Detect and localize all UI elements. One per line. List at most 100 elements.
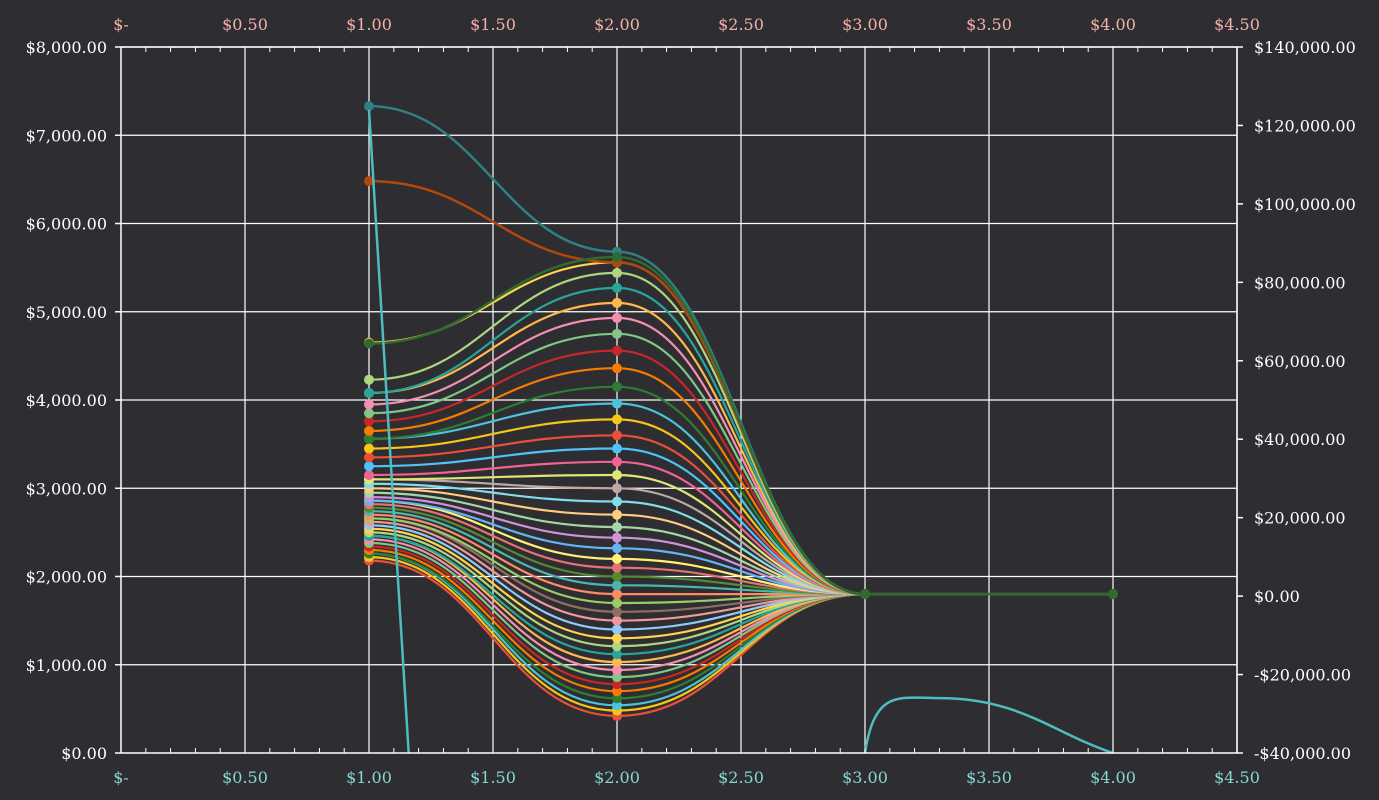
bottom-x-tick-label: $4.50 bbox=[1214, 768, 1260, 787]
top-x-tick-label: $3.50 bbox=[966, 15, 1012, 34]
bottom-x-tick-label: $1.00 bbox=[346, 768, 392, 787]
right-y-tick-label: $0.00 bbox=[1254, 587, 1300, 606]
fan-series-peak-point bbox=[612, 589, 622, 600]
right-y-tick-label: $40,000.00 bbox=[1254, 430, 1346, 449]
fan-series-start-point bbox=[364, 443, 374, 454]
left-y-tick-label: $3,000.00 bbox=[26, 479, 107, 498]
fan-series-peak-point bbox=[612, 571, 622, 582]
fan-series-peak-point bbox=[612, 672, 622, 683]
left-y-tick-label: $6,000.00 bbox=[26, 215, 107, 234]
fan-series-peak-point bbox=[612, 624, 622, 635]
top-x-tick-label: $- bbox=[113, 15, 129, 34]
fan-series-peak-point bbox=[612, 615, 622, 626]
fan-series-peak-point bbox=[612, 496, 622, 507]
left-y-tick-label: $0.00 bbox=[61, 744, 107, 763]
fan-series-peak-point bbox=[612, 470, 622, 481]
fan-series-peak-point bbox=[612, 553, 622, 564]
right-y-tick-label: $120,000.00 bbox=[1254, 116, 1356, 135]
highlight-series-point bbox=[860, 589, 870, 600]
top-x-tick-label: $4.50 bbox=[1214, 15, 1260, 34]
top-x-tick-label: $2.50 bbox=[718, 15, 764, 34]
fan-series-peak-point bbox=[612, 381, 622, 392]
highlight-series-point bbox=[612, 252, 622, 263]
fan-series-peak-point bbox=[612, 328, 622, 339]
left-y-tick-label: $1,000.00 bbox=[26, 656, 107, 675]
fan-series-start-point bbox=[364, 470, 374, 481]
fan-series-peak-point bbox=[612, 398, 622, 409]
left-y-tick-label: $7,000.00 bbox=[26, 126, 107, 145]
fan-series-peak-point bbox=[612, 345, 622, 356]
bottom-x-tick-label: $0.50 bbox=[222, 768, 268, 787]
highlight-series-line bbox=[368, 255, 1113, 596]
fan-series-peak-point bbox=[612, 483, 622, 494]
fan-series-peak-point bbox=[612, 456, 622, 467]
fan-series-peak-point bbox=[612, 597, 622, 608]
fan-series-peak-point bbox=[612, 414, 622, 425]
right-y-tick-label: $100,000.00 bbox=[1254, 195, 1356, 214]
fan-series-start-point bbox=[364, 433, 374, 444]
fan-series-start-point bbox=[364, 425, 374, 436]
fan-series-start-point bbox=[364, 374, 374, 385]
right-y-tick-label: -$20,000.00 bbox=[1254, 666, 1351, 685]
fan-series-peak-point bbox=[612, 443, 622, 454]
bottom-x-tick-label: $3.00 bbox=[842, 768, 888, 787]
top-x-tick-label: $3.00 bbox=[842, 15, 888, 34]
fan-series-peak-point bbox=[612, 700, 622, 711]
top-x-tick-label: $0.50 bbox=[222, 15, 268, 34]
bottom-x-tick-label: $4.00 bbox=[1090, 768, 1136, 787]
fan-series-start-point bbox=[364, 452, 374, 463]
fan-series-peak-point bbox=[612, 532, 622, 543]
left-y-tick-label: $4,000.00 bbox=[26, 391, 107, 410]
fan-series-peak-point bbox=[612, 679, 622, 690]
left-y-tick-label: $2,000.00 bbox=[26, 568, 107, 587]
fan-series-peak-point bbox=[612, 522, 622, 533]
right-y-tick-label: $60,000.00 bbox=[1254, 352, 1346, 371]
highlight-series-point bbox=[364, 101, 374, 112]
fan-series-peak-point bbox=[612, 657, 622, 668]
highlight-series-point bbox=[364, 176, 374, 187]
fan-series-peak-point bbox=[612, 267, 622, 278]
fan-series-start-point bbox=[364, 387, 374, 398]
fan-series-peak-point bbox=[612, 282, 622, 293]
top-x-tick-label: $1.00 bbox=[346, 15, 392, 34]
highlight-series-point bbox=[1108, 589, 1118, 600]
right-y-tick-label: $20,000.00 bbox=[1254, 509, 1346, 528]
fan-series-peak-point bbox=[612, 543, 622, 554]
top-x-tick-label: $2.00 bbox=[594, 15, 640, 34]
fan-series-start-point bbox=[364, 408, 374, 419]
bottom-x-tick-label: $1.50 bbox=[470, 768, 516, 787]
fan-series-start-point bbox=[364, 416, 374, 427]
fan-series-peak-point bbox=[612, 430, 622, 441]
bottom-x-tick-label: $2.50 bbox=[718, 768, 764, 787]
fan-series-peak-point bbox=[612, 633, 622, 644]
right-y-tick-label: -$40,000.00 bbox=[1254, 744, 1351, 763]
fan-series-peak-point bbox=[612, 363, 622, 374]
fan-series-peak-point bbox=[612, 606, 622, 617]
fan-series-peak-point bbox=[612, 509, 622, 520]
fan-series-peak-point bbox=[612, 641, 622, 652]
left-y-tick-label: $8,000.00 bbox=[26, 38, 107, 57]
fan-series-peak-point bbox=[612, 686, 622, 697]
bottom-x-tick-label: $3.50 bbox=[966, 768, 1012, 787]
fan-series-peak-point bbox=[612, 562, 622, 573]
series-layer bbox=[364, 101, 1118, 755]
left-y-tick-label: $5,000.00 bbox=[26, 303, 107, 322]
fan-series-start-point bbox=[364, 399, 374, 410]
bottom-x-tick-label: $- bbox=[113, 768, 129, 787]
fan-series-peak-point bbox=[612, 297, 622, 308]
fan-series-peak-point bbox=[612, 312, 622, 323]
fan-series-start-point bbox=[364, 461, 374, 472]
fan-series-peak-point bbox=[612, 693, 622, 704]
right-y-tick-label: $140,000.00 bbox=[1254, 38, 1356, 57]
top-x-tick-label: $1.50 bbox=[470, 15, 516, 34]
fan-series-peak-point bbox=[612, 665, 622, 676]
right-y-tick-label: $80,000.00 bbox=[1254, 273, 1346, 292]
axes: $- $- $0.50 $0.50 $1.00 $1.00 $1.50 $1.50 $2.00 $… bbox=[26, 15, 1356, 787]
bottom-x-tick-label: $2.00 bbox=[594, 768, 640, 787]
highlight-series-point bbox=[364, 338, 374, 349]
top-x-tick-label: $4.00 bbox=[1090, 15, 1136, 34]
right-axis-series-arc bbox=[863, 696, 1114, 755]
fan-series-peak-point bbox=[612, 580, 622, 591]
